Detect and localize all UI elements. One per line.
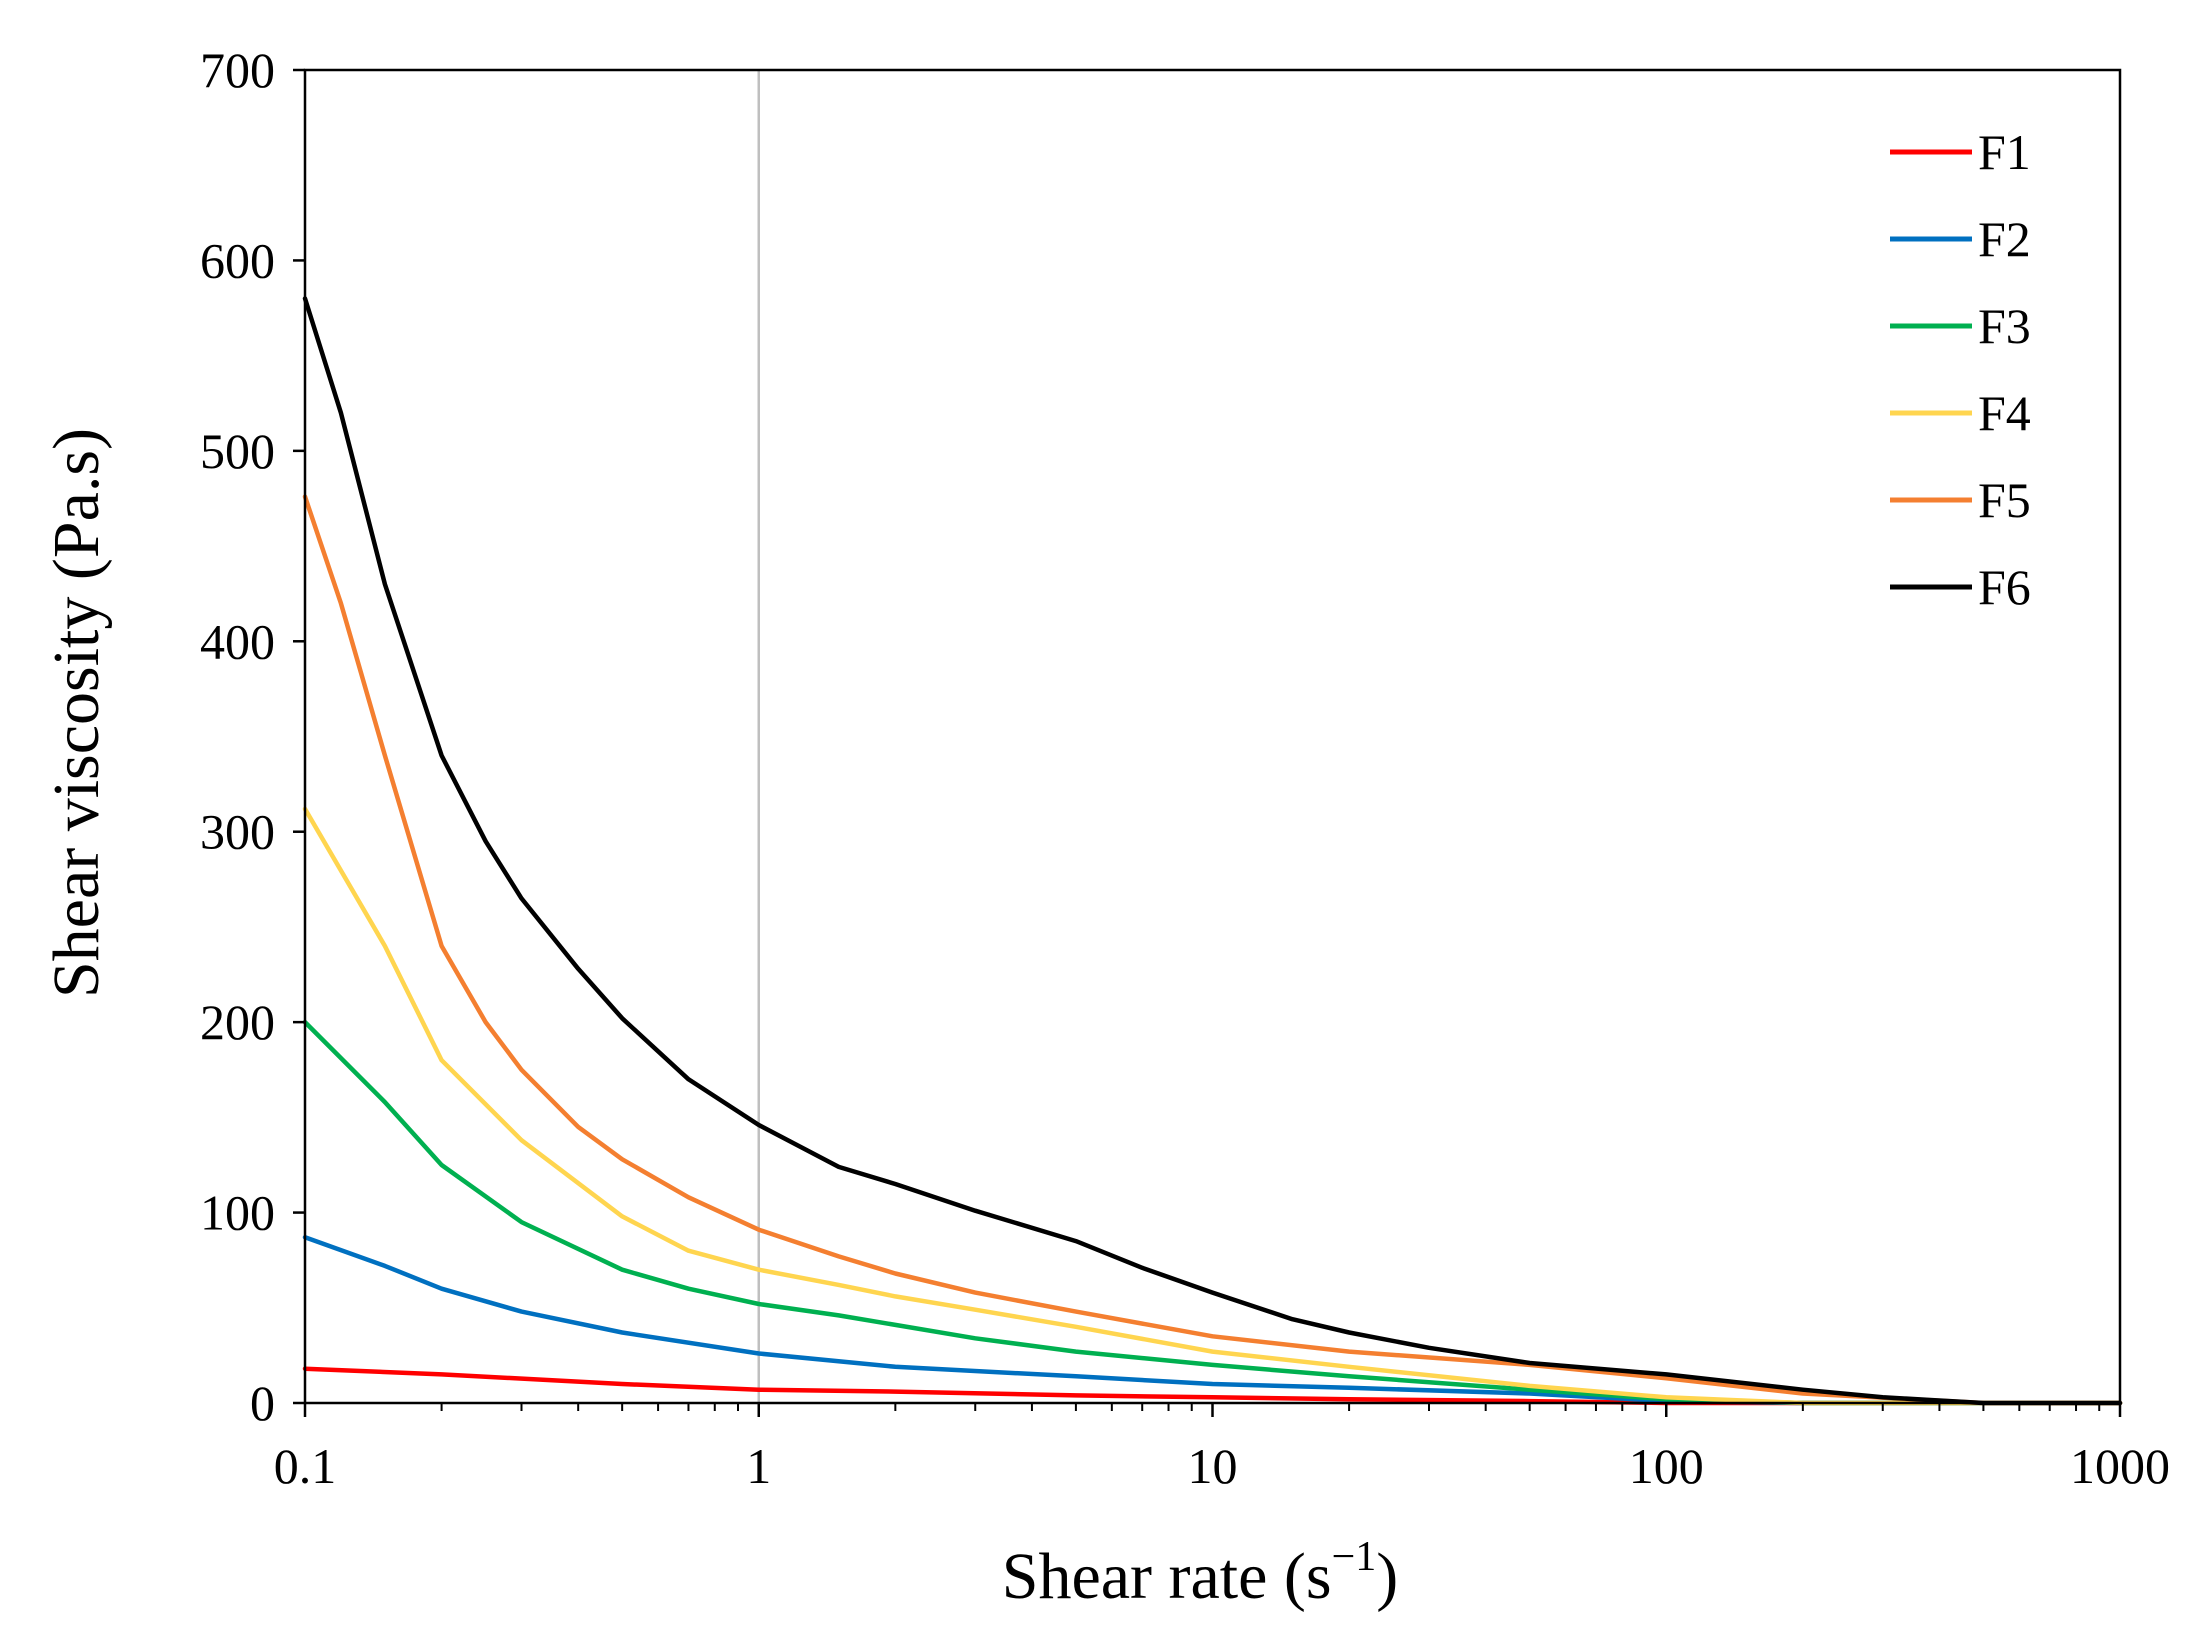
tick-label-layer: 0 100 200 300 400 500 600 700 0.1 1 10 100 1000 [200, 42, 2170, 1494]
y-tick-label: 200 [200, 994, 275, 1050]
legend-label-f2: F2 [1978, 211, 2031, 267]
legend-label-f5: F5 [1978, 472, 2031, 528]
legend-label-f3: F3 [1978, 298, 2031, 354]
series-layer [302, 296, 2123, 1406]
y-tick-label: 300 [200, 804, 275, 860]
x-tick-label: 10 [1188, 1438, 1238, 1494]
y-tick-label: 400 [200, 613, 275, 669]
x-tick-label: 0.1 [274, 1438, 337, 1494]
legend: F1 F2 F3 F4 F5 F6 [1890, 124, 2031, 615]
x-axis-title-close: ) [1376, 1540, 1398, 1613]
series-line-f4 [302, 806, 2123, 1406]
x-tick-label: 1 [746, 1438, 771, 1494]
series-line-f6 [302, 296, 2123, 1406]
legend-label-f1: F1 [1978, 124, 2031, 180]
y-tick-label: 100 [200, 1185, 275, 1241]
x-axis-title: Shear rate (s−1) [1002, 1534, 1399, 1613]
x-tick-label: 100 [1629, 1438, 1704, 1494]
y-axis-title: Shear viscosity (Pa.s) [40, 428, 113, 998]
y-tick-label: 500 [200, 423, 275, 479]
axis-layer [293, 68, 2122, 1417]
y-tick-label: 600 [200, 232, 275, 288]
legend-label-f6: F6 [1978, 559, 2031, 615]
legend-label-f4: F4 [1978, 385, 2031, 441]
x-axis-title-exponent: −1 [1332, 1534, 1377, 1580]
x-axis-title-main: Shear rate (s [1002, 1540, 1332, 1613]
series-line-f5 [302, 494, 2123, 1406]
x-tick-label: 1000 [2070, 1438, 2170, 1494]
y-tick-label: 700 [200, 42, 275, 98]
y-tick-label: 0 [250, 1375, 275, 1431]
